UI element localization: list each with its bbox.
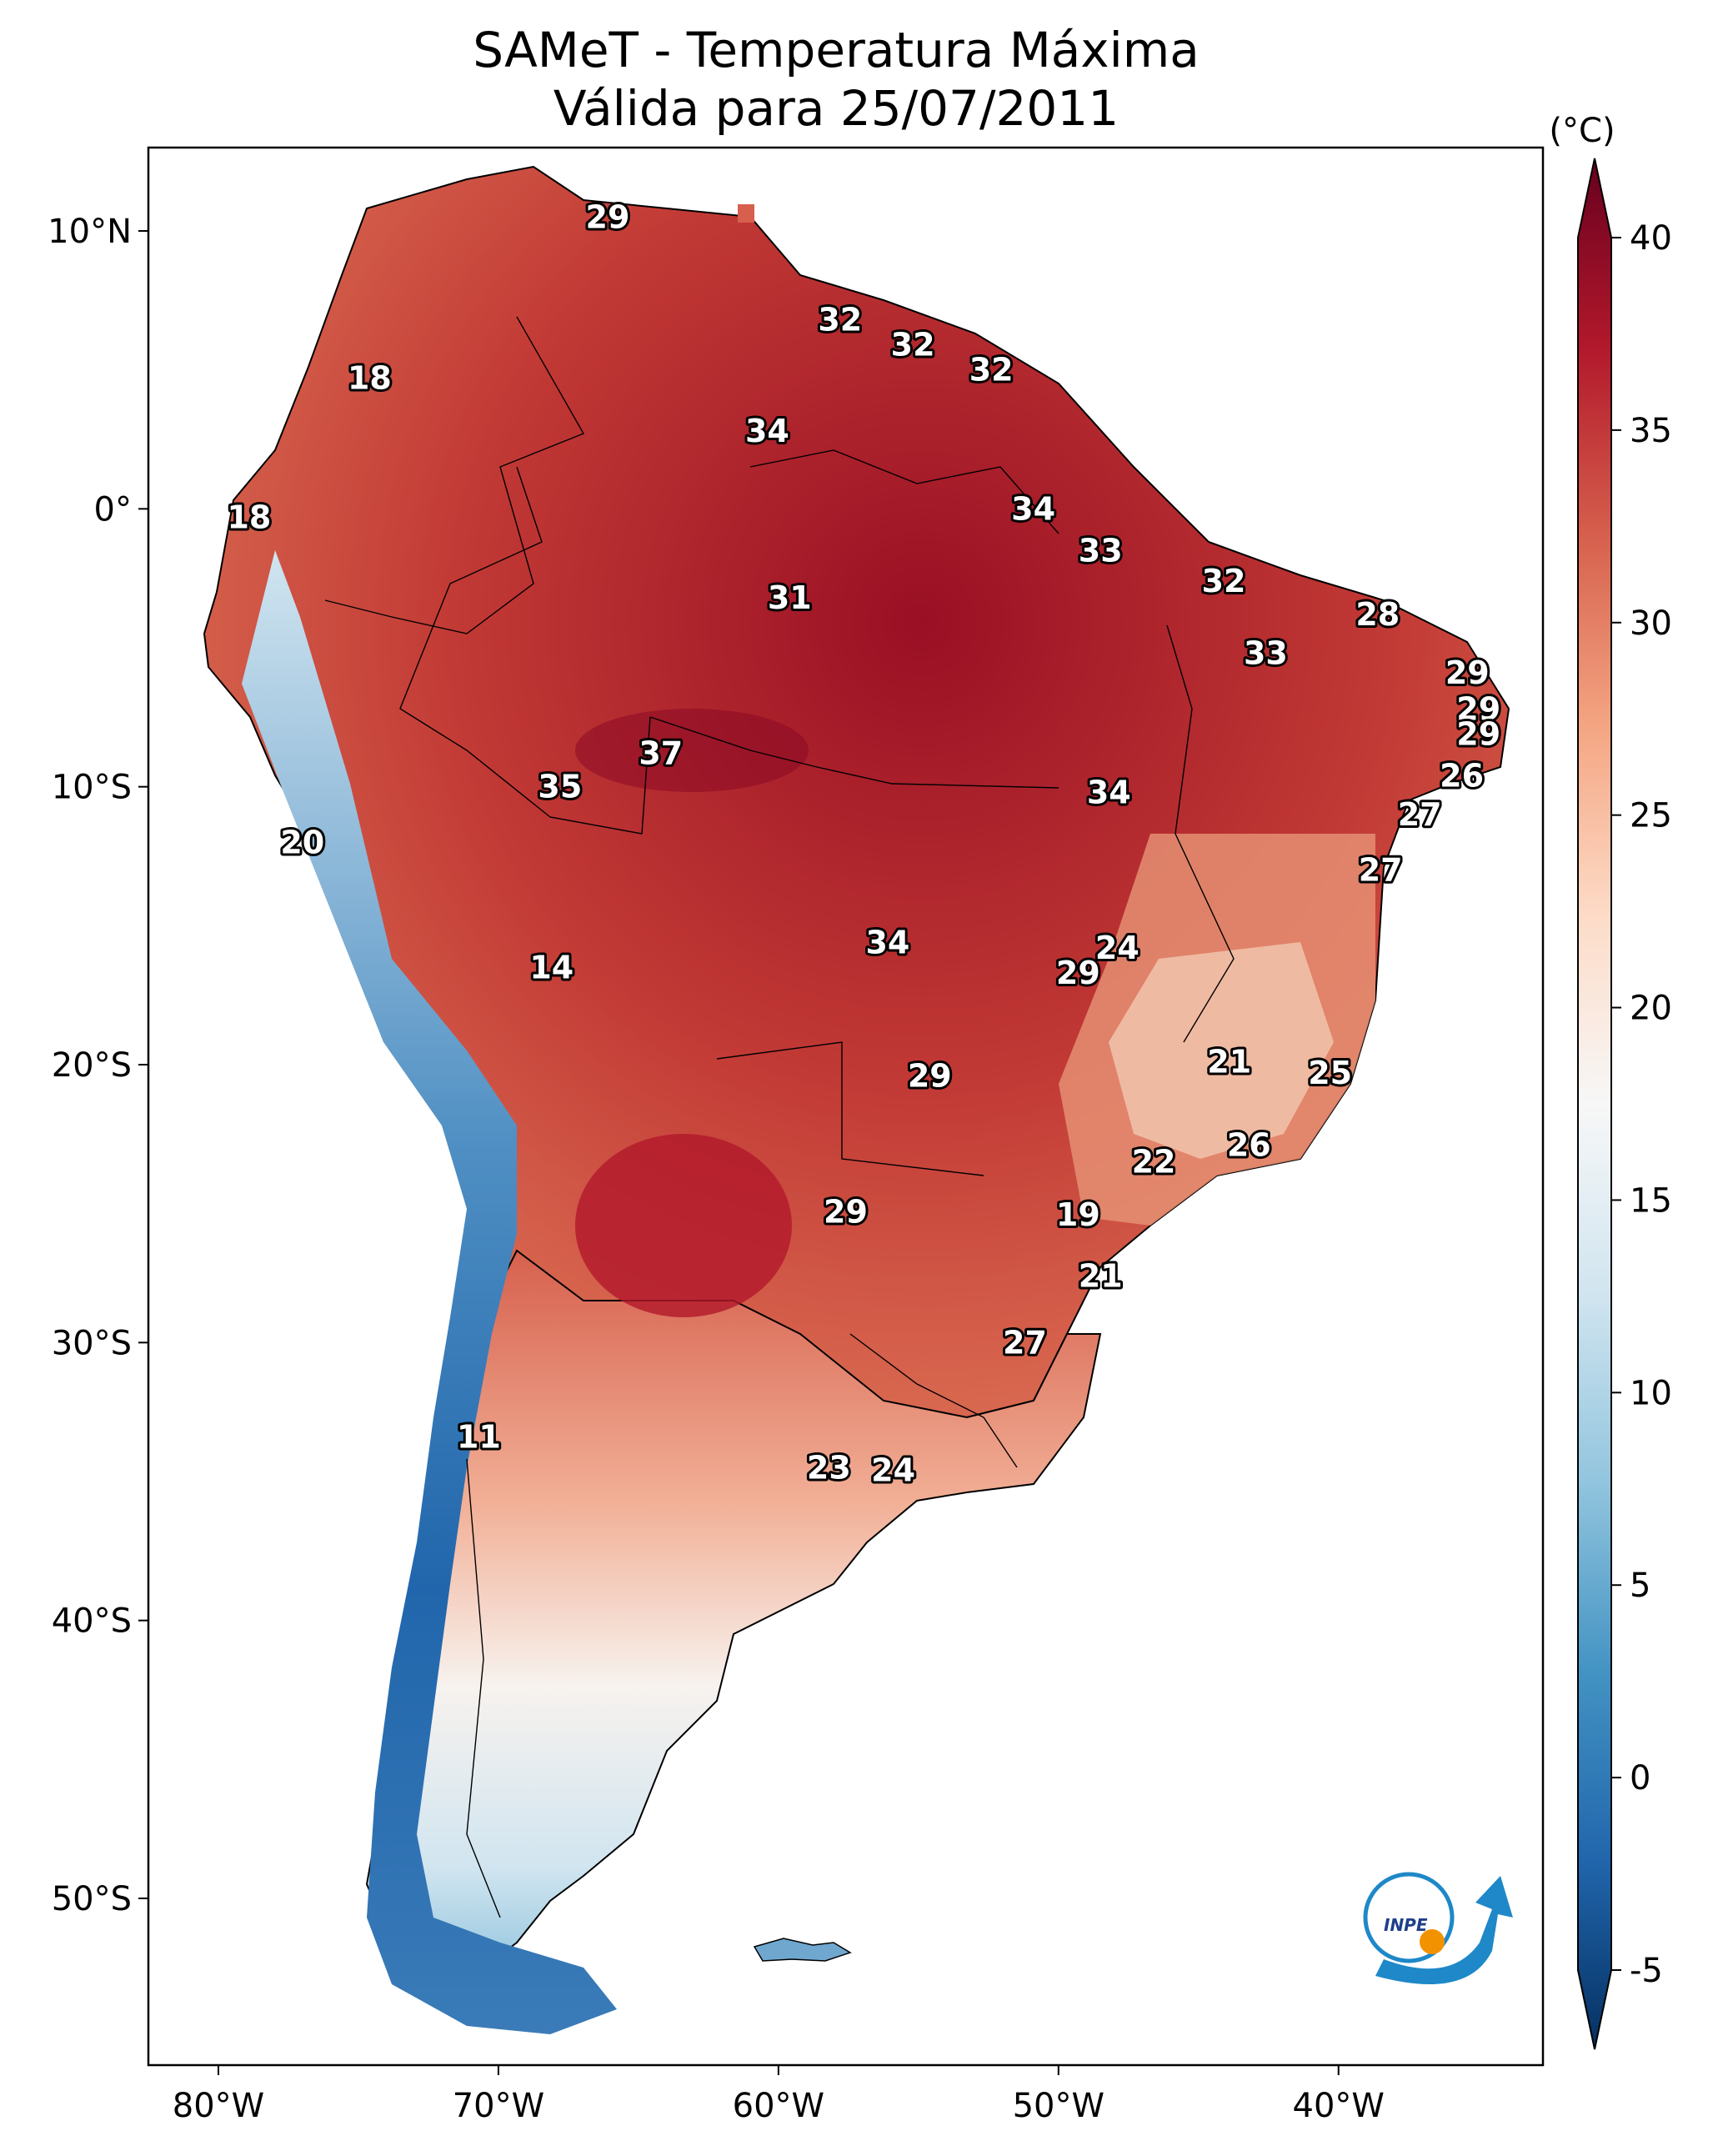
station-value-label: 37 bbox=[639, 735, 683, 772]
lat-tick-label: 10°S bbox=[52, 769, 132, 807]
colorbar-tick-label: -5 bbox=[1630, 1952, 1663, 1990]
station-value-label: 22 bbox=[1132, 1144, 1176, 1181]
station-value-label: 32 bbox=[818, 302, 862, 338]
map-title-line1: SAMeT - Temperatura Máxima bbox=[473, 22, 1200, 78]
station-value-label: 29 bbox=[908, 1057, 952, 1094]
colorbar-ticks: 40 35 30 25 20 15 10 5 0 -5 bbox=[1611, 219, 1672, 1990]
inpe-logo-text: INPE bbox=[1384, 1915, 1428, 1935]
station-value-label: 20 bbox=[280, 824, 324, 860]
station-value-label: 18 bbox=[227, 499, 271, 535]
colorbar-tick-label: 5 bbox=[1630, 1567, 1650, 1605]
colorbar-tick-label: 40 bbox=[1630, 219, 1672, 258]
station-value-label: 29 bbox=[824, 1194, 868, 1231]
border-brazil-states bbox=[1166, 624, 1235, 1043]
station-value-label: 14 bbox=[529, 949, 573, 985]
station-value-label: 27 bbox=[1003, 1324, 1047, 1361]
inpe-logo-ring bbox=[1363, 1872, 1455, 1963]
colorbar-tick-label: 10 bbox=[1630, 1374, 1672, 1412]
lat-tick-label: 0° bbox=[94, 490, 132, 529]
station-value-label: 27 bbox=[1398, 796, 1442, 833]
station-value-label: 32 bbox=[891, 327, 935, 364]
station-value-label: 24 bbox=[1095, 930, 1139, 966]
lat-tick-label: 50°S bbox=[52, 1880, 132, 1918]
station-value-label: 34 bbox=[865, 924, 909, 960]
station-value-label: 21 bbox=[1207, 1044, 1251, 1081]
station-value-label: 24 bbox=[871, 1452, 915, 1489]
station-value-label: 32 bbox=[1202, 563, 1246, 599]
station-value-label: 33 bbox=[1244, 635, 1288, 672]
colorbar-tick-label: 35 bbox=[1630, 412, 1672, 450]
trinidad-island bbox=[738, 204, 754, 223]
lat-tick-label: 20°S bbox=[52, 1046, 132, 1085]
station-value-label: 25 bbox=[1308, 1055, 1352, 1091]
station-value-label: 29 bbox=[1456, 715, 1500, 752]
border-chile-argentina bbox=[466, 1458, 501, 1918]
station-value-label: 35 bbox=[538, 769, 582, 805]
falkland-islands bbox=[753, 1938, 852, 1962]
colorbar: 40 35 30 25 20 15 10 5 0 -5 (°C) bbox=[1549, 112, 1672, 2050]
station-value-label: 29 bbox=[1456, 690, 1500, 727]
highlands-southeast bbox=[1109, 942, 1334, 1159]
inpe-logo-arrow bbox=[1375, 1876, 1513, 1984]
map-title-line2: Válida para 25/07/2011 bbox=[553, 80, 1119, 137]
station-value-label: 18 bbox=[348, 360, 392, 397]
colorbar-body bbox=[1577, 158, 1612, 2050]
lon-tick-label: 60°W bbox=[733, 2087, 824, 2125]
station-value-label: 23 bbox=[807, 1449, 851, 1486]
station-value-label: 33 bbox=[1079, 532, 1123, 569]
station-value-label: 26 bbox=[1440, 757, 1484, 794]
lon-tick-label: 80°W bbox=[173, 2087, 264, 2125]
station-value-label: 29 bbox=[586, 198, 630, 235]
lat-tick-label: 10°N bbox=[48, 213, 132, 251]
inpe-logo: INPE bbox=[1363, 1872, 1513, 1984]
chaco-hot-spot bbox=[575, 1134, 792, 1317]
inpe-logo-dot bbox=[1420, 1929, 1445, 1954]
colorbar-tick-label: 30 bbox=[1630, 604, 1672, 643]
station-value-label: 21 bbox=[1079, 1257, 1123, 1294]
colorbar-unit-label: (°C) bbox=[1549, 112, 1615, 150]
station-value-label: 11 bbox=[457, 1419, 501, 1456]
station-value-label: 28 bbox=[1355, 596, 1400, 633]
lat-tick-label: 30°S bbox=[52, 1324, 132, 1362]
colorbar-tick-label: 20 bbox=[1630, 990, 1672, 1028]
rondonia-hot-spot bbox=[575, 709, 809, 792]
border-uruguay bbox=[849, 1333, 1018, 1468]
station-value-label: 34 bbox=[745, 413, 789, 449]
station-value-label: 19 bbox=[1056, 1196, 1100, 1233]
border-peru bbox=[399, 466, 651, 835]
temperature-field bbox=[203, 165, 1510, 2034]
station-value-label: 34 bbox=[1087, 774, 1131, 810]
lon-tick-label: 70°W bbox=[453, 2087, 544, 2125]
lon-tick-label: 50°W bbox=[1013, 2087, 1104, 2125]
longitude-axis: 80°W 70°W 60°W 50°W 40°W bbox=[173, 2065, 1385, 2125]
border-guianas bbox=[749, 449, 1059, 534]
station-value-label: 29 bbox=[1056, 955, 1100, 991]
station-value-label: 31 bbox=[768, 579, 812, 616]
station-value-label: 26 bbox=[1227, 1127, 1271, 1164]
border-colombia bbox=[324, 316, 585, 634]
country-borders bbox=[324, 316, 1235, 1918]
station-value-label: 32 bbox=[969, 352, 1014, 389]
colorbar-tick-label: 15 bbox=[1630, 1181, 1672, 1220]
latitude-axis: 10°N 0° 10°S 20°S 30°S 40°S 50°S bbox=[48, 213, 148, 1918]
lon-tick-label: 40°W bbox=[1293, 2087, 1385, 2125]
colorbar-tick-label: 25 bbox=[1630, 797, 1672, 835]
station-value-label: 34 bbox=[1011, 490, 1055, 527]
colorbar-tick-label: 0 bbox=[1630, 1759, 1650, 1798]
station-value-label: 27 bbox=[1359, 852, 1403, 889]
border-brazil-bolivia bbox=[649, 716, 1059, 789]
lat-tick-label: 40°S bbox=[52, 1602, 132, 1641]
station-value-label: 29 bbox=[1445, 654, 1490, 691]
border-paraguay bbox=[716, 1041, 984, 1176]
andes-cold-strip bbox=[242, 550, 617, 2034]
